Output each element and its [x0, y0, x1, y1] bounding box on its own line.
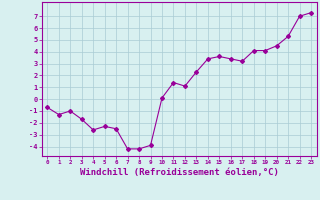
- X-axis label: Windchill (Refroidissement éolien,°C): Windchill (Refroidissement éolien,°C): [80, 168, 279, 177]
